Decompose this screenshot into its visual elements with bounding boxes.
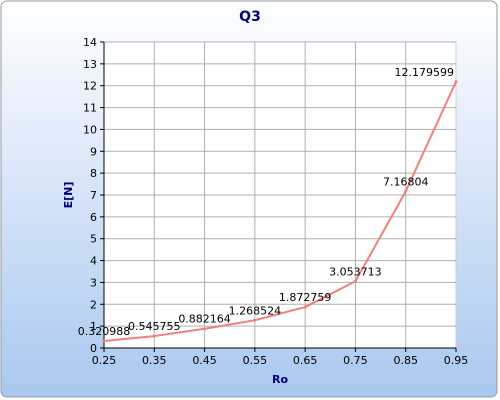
data-label: 7.16804 [383,175,429,188]
data-label: 12.179599 [395,66,455,79]
data-point [303,305,307,309]
x-tick-label: 0.85 [393,354,418,367]
y-tick-label: 3 [90,276,97,289]
series [102,80,458,343]
x-tick-label: 0.95 [444,354,469,367]
grid [104,41,456,348]
y-tick-label: 9 [90,145,97,158]
data-label: 1.268524 [229,304,282,317]
axes [100,41,457,352]
y-axis-title: E[N] [62,182,75,209]
data-label: 0.320988 [78,325,131,338]
data-label: 0.882164 [178,313,231,326]
data-label: 1.872759 [279,291,332,304]
y-tick-label: 10 [83,123,97,136]
y-tick-label: 5 [90,233,97,246]
series-line [103,81,457,342]
data-point [353,279,357,283]
y-tick-label: 0 [90,342,97,355]
y-tick-label: 4 [90,255,97,268]
x-tick-labels: 0.25 0.35 0.45 0.55 0.65 0.75 0.85 0.95 [92,354,469,367]
y-tick-label: 11 [83,102,97,115]
data-point [152,334,156,338]
x-tick-label: 0.45 [192,354,217,367]
x-tick-label: 0.75 [343,354,368,367]
x-tick-label: 0.25 [92,354,117,367]
y-tick-label: 13 [83,58,97,71]
chart-title: Q3 [239,9,261,25]
y-tick-label: 14 [83,36,97,49]
y-tick-label: 6 [90,211,97,224]
x-tick-label: 0.35 [142,354,167,367]
x-tick-label: 0.65 [293,354,318,367]
data-point [102,339,106,343]
x-tick-label: 0.55 [243,354,268,367]
y-tick-label: 1 [90,320,97,333]
y-tick-label: 7 [90,189,97,202]
data-labels: 0.3209880.5457550.8821641.2685241.872759… [78,66,454,338]
data-label: 0.545755 [128,320,181,333]
y-tick-label: 8 [90,167,97,180]
data-point [454,80,458,84]
data-point [404,189,408,193]
y-tick-label: 2 [90,298,97,311]
data-point [253,318,257,322]
data-point [203,327,207,331]
data-label: 3.053713 [329,265,382,278]
x-axis-title: Ro [272,373,288,386]
y-tick-label: 12 [83,80,97,93]
